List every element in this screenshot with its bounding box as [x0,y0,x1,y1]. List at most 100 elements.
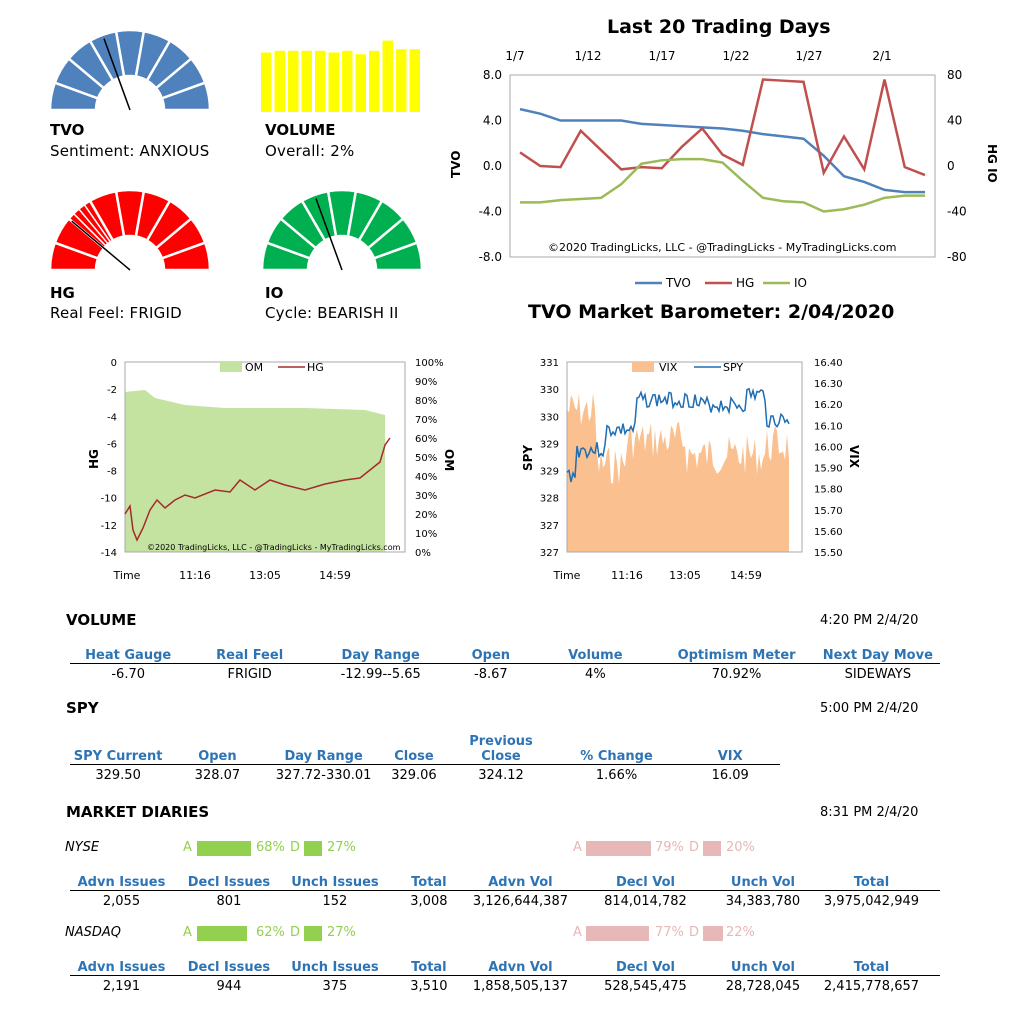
volume-bar [396,49,407,112]
nyse-header: Total [802,873,940,891]
chart2-xtick: 13:05 [249,569,281,582]
nyse-header: Decl Issues [172,873,285,891]
chart1-xtick: 1/22 [723,49,750,63]
adv-vol-label: A [573,925,582,940]
chart3-xtick: 14:59 [730,569,762,582]
adv-label: A [183,925,192,940]
dec-vol-label: D [689,925,700,940]
chart2-legend-hg: HG [307,361,324,374]
chart3-yleft-tick: 327 [540,521,559,532]
barometer-title: TVO Market Barometer: 2/04/2020 [528,301,895,323]
chart2-yleft-tick: -6 [107,439,117,450]
chart2-yright-tick: 80% [415,396,437,407]
chart3-yright-tick: 16.10 [814,421,843,432]
volume-overall: Overall: 2% [265,142,355,160]
chart2-xtick: Time [113,569,141,582]
spy-header: % Change [552,734,681,765]
chart1-yright-tick: 0 [947,159,955,173]
chart3-yright-label: VIX [847,445,861,469]
spy-header: Close [378,734,450,765]
chart2-xtick: 11:16 [179,569,211,582]
spy-cell: 329.50 [95,767,141,783]
dec-vol-pct: 22% [726,925,755,940]
gauge-needle [71,220,131,271]
chart2-copyright: ©2020 TradingLicks, LLC - @TradingLicks … [147,543,401,552]
chart3-yright-tick: 16.30 [814,379,843,390]
gauge-needle [103,38,131,111]
adv-label: A [183,840,192,855]
chart2-yleft-tick: -14 [101,548,117,559]
chart2-hg-line [124,437,391,542]
dec-vol-bar [703,926,723,941]
dec-label: D [290,925,301,940]
gauge-tick [72,212,107,247]
adv-pct: 62% [256,925,285,940]
chart1-copyright: ©2020 TradingLicks, LLC - @TradingLicks … [548,241,896,254]
chart3-yleft-tick: 329 [540,439,559,450]
chart2-hg-om: 0 -2 -4 -6 -8 -10 -12 -14 100% 90% 80% 70% 60% 50% 40%… [87,358,456,582]
chart2-yright-tick: 70% [415,415,437,426]
volume-bar [261,52,272,112]
chart3-legend-vix: VIX [659,361,678,374]
chart3-yleft-tick: 328 [540,494,559,505]
chart3-yright-tick: 15.70 [814,506,843,517]
chart2-yright-tick: 30% [415,491,437,502]
chart3-yright-tick: 15.50 [814,548,843,559]
chart2-yright-label: OM [442,449,456,471]
chart3-xtick: Time [553,569,581,582]
nasdaq-cell: 2,191 [102,978,141,994]
chart1-xtick: 1/7 [505,49,524,63]
chart3-vix-area [567,393,789,552]
spy-table: SPY Current Open Day Range Close Previous Cl… [70,734,780,783]
spy-header: Open [166,734,269,765]
chart2-yright-tick: 10% [415,529,437,540]
nyse-cell: 801 [216,893,242,909]
spy-cell: 328.07 [194,767,241,783]
chart3-spy-vix: 331 330 330 329 329 328 327 327 16.40 16.30 16.20 1… [521,358,861,582]
volume-header: Real Feel [186,646,313,664]
adv-vol-bar [586,841,651,856]
gauge-tick [78,208,109,245]
dec-bar [304,841,323,856]
chart2-legend-om-swatch [220,362,242,372]
nyse-cell: 3,008 [410,893,448,909]
nasdaq-cell: 375 [322,978,348,994]
nasdaq-header: Total [802,958,940,976]
volume-bar [315,50,326,112]
nyse-label: NYSE [65,840,100,855]
tvo-label: TVO [50,121,85,139]
spy-header: Previous Close [449,734,553,765]
adv-bar [197,841,252,856]
dec-pct: 27% [327,840,356,855]
chart3-yleft-tick: 331 [540,358,559,369]
chart2-yleft-tick: -10 [101,494,117,505]
nyse-table: Advn Issues Decl Issues Unch Issues Total Ad… [70,873,940,909]
chart1-yright-tick: -40 [947,205,967,219]
nasdaq-cell: 528,545,475 [604,978,687,994]
io-label: IO [265,284,284,302]
volume-cell: 70.92% [711,666,762,682]
spy-header: Day Range [268,734,379,765]
chart2-yright-tick: 90% [415,377,437,388]
chart3-yright-tick: 16.00 [814,442,843,453]
volume-bar [369,50,380,112]
chart3-spy-line [566,387,790,483]
nasdaq-header: Decl Vol [567,958,723,976]
nasdaq-table: Advn Issues Decl Issues Unch Issues Total Ad… [70,958,940,994]
adv-bar [197,926,247,941]
volume-cell: SIDEWAYS [844,666,912,682]
adv-vol-bar [586,926,650,941]
volume-header: Next Day Move [815,646,940,664]
nyse-cell: 152 [322,893,348,909]
spy-cell: 324.12 [478,767,524,783]
nasdaq-header: Advn Vol [472,958,568,976]
chart3-yleft-tick: 330 [540,412,559,423]
dec-label: D [290,840,301,855]
volume-section-title: VOLUME [66,611,137,629]
volume-bar [382,40,393,112]
nasdaq-header: Unch Issues [284,958,385,976]
chart3-xtick: 11:16 [611,569,643,582]
io-gauge [260,190,424,272]
chart2-yleft-tick: -2 [107,385,117,396]
chart1-yright-tick: 40 [947,114,962,128]
